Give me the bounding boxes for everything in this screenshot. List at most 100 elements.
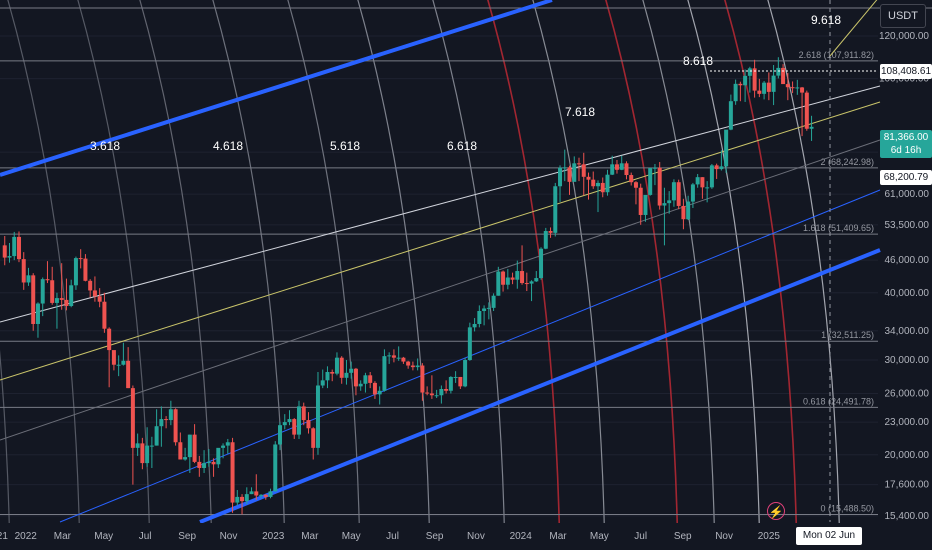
y-tick-label: 26,000.00: [885, 388, 930, 399]
candle-body: [743, 75, 748, 86]
fib-time-arc: [287, 0, 361, 550]
fib-levels: 2.618 (107,911.82) 2 (68,242.98) 1.618 (51…: [0, 7, 932, 516]
candle-body: [510, 277, 515, 280]
candle-body: [278, 425, 283, 445]
y-tick-label: 34,000.00: [885, 326, 930, 337]
candle-body: [315, 385, 320, 448]
crosshair-time-tag: Mon 02 Jun '25: [796, 527, 862, 550]
fib-time-label: 8.618: [683, 54, 713, 68]
candle-body: [809, 126, 814, 129]
candle-body: [453, 376, 458, 378]
candle-body: [116, 364, 121, 366]
x-tick-label: Jul: [634, 531, 647, 542]
fib-time-label: 9.618: [811, 13, 841, 27]
candle-body: [463, 360, 468, 387]
fib-level-label: 0 (15,488.50): [820, 504, 874, 514]
candle-body: [344, 372, 349, 378]
candle-body: [349, 368, 354, 373]
fib-time-label: 4.618: [213, 139, 243, 153]
candle-body: [45, 279, 50, 281]
candle-body: [581, 164, 586, 177]
fib-time-label: 7.618: [565, 105, 595, 119]
candle-body: [325, 371, 330, 381]
candle-body: [595, 182, 600, 187]
x-tick-label: Nov: [220, 531, 238, 542]
x-tick-label: May: [94, 531, 113, 542]
x-tick-label: Jul: [139, 531, 152, 542]
currency-button[interactable]: USDT: [880, 4, 926, 28]
x-tick-label: Sep: [426, 531, 444, 542]
candle-body: [145, 445, 150, 464]
fib-level-label: 2.618 (107,911.82): [799, 50, 874, 60]
high-price-tag: 108,408.61: [880, 64, 932, 79]
x-axis: '21 2022 Mar May Jul Sep Nov 2023 Mar May Jul Sep No…: [0, 523, 932, 550]
candle-body: [562, 167, 567, 169]
channel-yellow-line: [0, 101, 881, 381]
candle-body: [377, 390, 382, 395]
candle-body: [396, 357, 401, 359]
candle-body: [605, 174, 610, 193]
candle-body: [259, 494, 264, 496]
x-tick-label: Mar: [54, 531, 72, 542]
candle-body: [496, 271, 501, 296]
candle-body: [766, 82, 771, 92]
candle-body: [577, 163, 582, 165]
fib-time-arc: [724, 0, 798, 550]
current-price-tag: 81,366.00 6d 16h: [880, 130, 932, 158]
fib-time-arc: [767, 0, 841, 550]
candle-body: [97, 296, 102, 302]
bar-countdown: 6d 16h: [890, 145, 922, 156]
fib-time-arc: [212, 0, 286, 550]
candle-body: [368, 375, 373, 383]
candle-body: [202, 463, 207, 468]
candle-body: [107, 328, 112, 351]
x-tick-label: 2023: [262, 531, 285, 542]
candle-body: [410, 365, 415, 368]
candle-body: [558, 167, 563, 187]
y-tick-label: 46,000.00: [885, 255, 930, 266]
y-tick-label: 61,000.00: [885, 189, 930, 200]
candle-body: [610, 164, 615, 175]
candle-body: [406, 361, 411, 366]
y-axis: 120,000.00100,000.0073,000.0061,000.0053…: [879, 31, 929, 522]
channel-mid-line: [0, 139, 881, 441]
candle-body: [762, 82, 767, 94]
fib-time-arc: [139, 0, 213, 550]
candle-body: [2, 245, 7, 258]
candle-body: [50, 280, 55, 303]
candle-body: [240, 496, 245, 502]
candle-body: [420, 365, 425, 393]
y-tick-label: 17,600.00: [885, 480, 930, 491]
candle-body: [164, 419, 169, 421]
candle-body: [69, 285, 74, 306]
candle-body: [434, 395, 439, 397]
candle-body: [804, 92, 809, 129]
candle-body: [539, 248, 544, 279]
candle-body: [439, 389, 444, 396]
candle-body: [567, 167, 572, 182]
fib-level-label: 1 (32,511.25): [821, 330, 874, 340]
y-tick-label: 23,000.00: [885, 417, 930, 428]
candle-body: [429, 393, 434, 396]
fib-time-label: 6.618: [447, 139, 477, 153]
candle-body: [520, 271, 525, 284]
fib-time-arc: [487, 0, 561, 550]
candle-body: [548, 231, 553, 233]
candle-body: [273, 444, 278, 492]
candle-body: [486, 307, 491, 309]
lightning-icon[interactable]: ⚡: [767, 502, 785, 520]
fib-time-arcs: [0, 0, 841, 550]
candle-body: [524, 283, 529, 285]
candle-body: [714, 165, 719, 170]
candle-body: [173, 409, 178, 443]
candle-body: [54, 298, 59, 303]
candle-body: [600, 182, 605, 193]
candle-body: [771, 75, 776, 92]
candle-body: [83, 258, 88, 281]
candle-body: [387, 355, 392, 357]
candle-body: [690, 184, 695, 202]
candle-body: [425, 392, 430, 394]
y-tick-label: 53,500.00: [885, 220, 930, 231]
